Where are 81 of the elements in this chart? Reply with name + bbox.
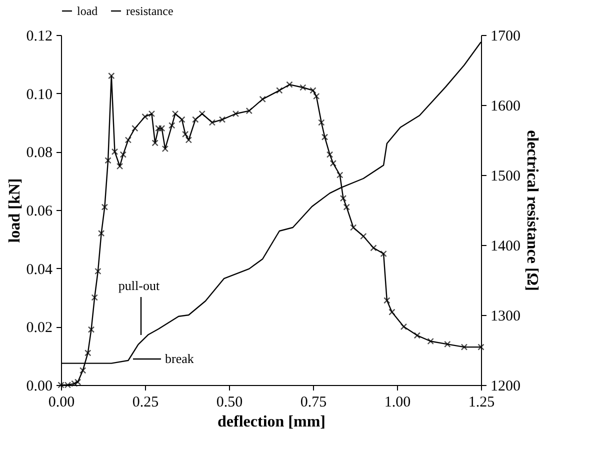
point	[360, 232, 367, 240]
point	[185, 136, 192, 144]
y2-tick-label: 1500	[490, 168, 520, 184]
point	[478, 344, 484, 350]
point	[380, 250, 387, 258]
legend-label: load	[77, 4, 98, 18]
y-tick-label: 0.10	[26, 86, 52, 103]
point	[276, 87, 283, 94]
y-tick-label: 0.02	[26, 320, 52, 336]
point	[313, 92, 320, 100]
point	[132, 124, 138, 132]
point	[460, 344, 468, 350]
point	[343, 204, 350, 210]
point	[414, 332, 420, 339]
point	[101, 204, 108, 210]
legend-label: resistance	[126, 4, 174, 18]
point	[84, 350, 92, 356]
y-tick-label: 0.04	[26, 262, 53, 278]
y2-tick-label: 1300	[490, 308, 520, 324]
point	[218, 116, 226, 123]
x-tick-label: 0.50	[216, 394, 243, 410]
point	[108, 72, 115, 80]
point	[340, 194, 347, 202]
point	[124, 136, 132, 144]
point	[155, 124, 162, 132]
annotation: pull-out	[118, 278, 160, 293]
y-tick-label: 0.06	[26, 204, 53, 220]
point	[330, 160, 336, 167]
point	[182, 130, 189, 138]
point	[88, 326, 95, 333]
point	[259, 96, 266, 103]
point	[350, 224, 357, 231]
y-tick-label: 0.08	[26, 145, 52, 162]
point	[232, 110, 240, 118]
x-tick-label: 1.25	[468, 394, 495, 410]
point	[370, 244, 377, 252]
y2-axis-title: electrical resistance [Ω]	[524, 130, 540, 291]
point	[98, 230, 105, 237]
point	[120, 151, 126, 158]
x-tick-label: 0.00	[48, 394, 75, 410]
point	[198, 110, 206, 118]
point	[384, 297, 390, 304]
point	[192, 116, 199, 123]
point	[321, 134, 328, 140]
point	[178, 116, 186, 123]
y2-tick-label: 1200	[490, 378, 520, 394]
annotation: break	[165, 351, 194, 366]
point	[80, 367, 86, 374]
y-tick-label: 0.12	[26, 28, 52, 44]
point	[152, 140, 158, 146]
x-axis-title: deflection [mm]	[218, 414, 326, 430]
point	[111, 148, 118, 156]
y2-tick-label: 1600	[490, 98, 520, 114]
point	[162, 145, 168, 152]
point	[94, 268, 102, 275]
point	[400, 323, 408, 330]
y-axis-title: load [kN]	[6, 178, 24, 243]
point	[286, 81, 293, 88]
point	[158, 124, 166, 132]
point	[91, 294, 98, 301]
point	[172, 110, 179, 118]
x-tick-label: 0.75	[300, 394, 327, 410]
y-tick-label: 0.00	[26, 378, 52, 394]
point	[326, 151, 334, 158]
point	[300, 84, 306, 91]
point	[310, 87, 316, 94]
point	[336, 172, 344, 178]
point	[246, 107, 252, 114]
point	[74, 378, 82, 386]
point	[444, 340, 451, 348]
x-tick-label: 0.25	[132, 394, 159, 410]
point	[388, 308, 396, 316]
point	[168, 122, 176, 129]
point	[104, 157, 112, 164]
y2-tick-label: 1400	[490, 238, 520, 254]
point	[208, 119, 216, 126]
point	[318, 119, 325, 126]
y2-tick-label: 1700	[490, 28, 520, 44]
point	[116, 162, 124, 170]
point	[427, 338, 434, 345]
x-tick-label: 1.00	[384, 394, 411, 410]
